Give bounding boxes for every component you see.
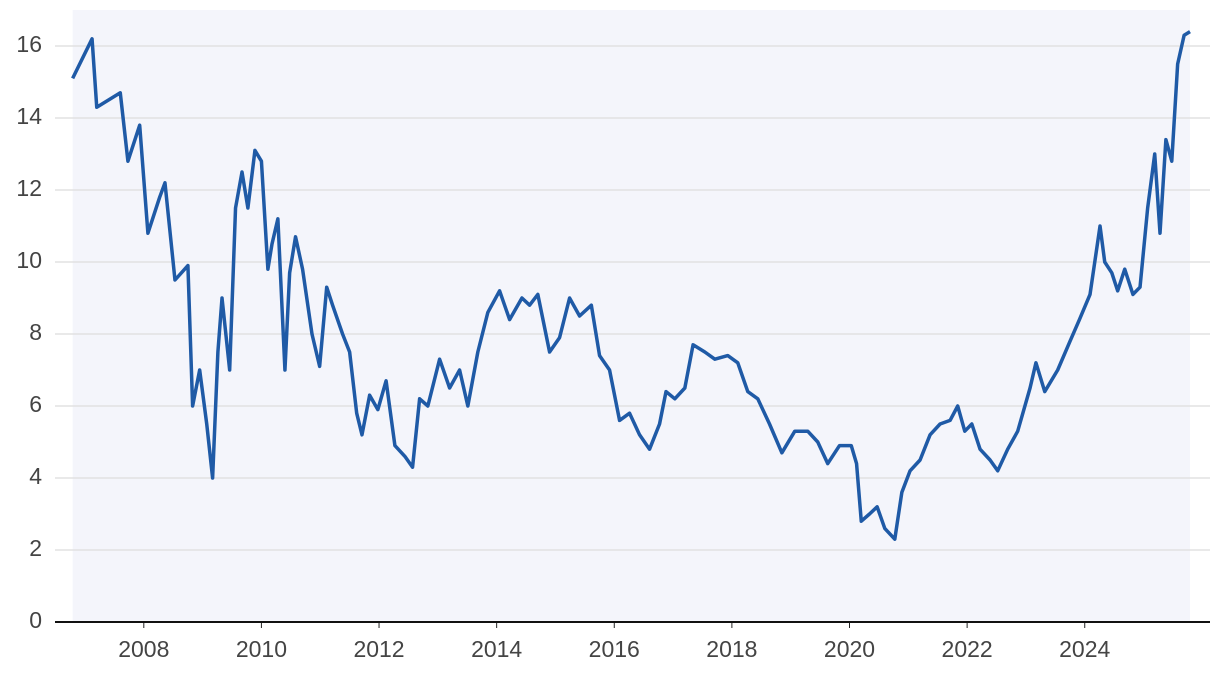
data-span-fill: [72, 10, 1191, 622]
y-tick-label: 0: [29, 607, 42, 633]
x-tick-label: 2014: [471, 636, 522, 662]
y-tick-label: 8: [29, 319, 42, 345]
y-tick-label: 6: [29, 391, 42, 417]
x-tick-label: 2022: [942, 636, 993, 662]
x-tick-label: 2008: [118, 636, 169, 662]
y-tick-label: 12: [16, 175, 42, 201]
x-tick-label: 2018: [706, 636, 757, 662]
x-tick-label: 2012: [353, 636, 404, 662]
data-line: [71, 30, 1191, 541]
x-tick-label: 2020: [824, 636, 875, 662]
x-tick-label: 2016: [589, 636, 640, 662]
y-tick-label: 16: [16, 31, 42, 57]
y-tick-label: 4: [29, 463, 42, 489]
y-tick-label: 14: [16, 103, 42, 129]
x-tick-label: 2024: [1059, 636, 1110, 662]
y-tick-label: 2: [29, 535, 42, 561]
x-tick-label: 2010: [236, 636, 287, 662]
y-tick-label: 10: [16, 247, 42, 273]
